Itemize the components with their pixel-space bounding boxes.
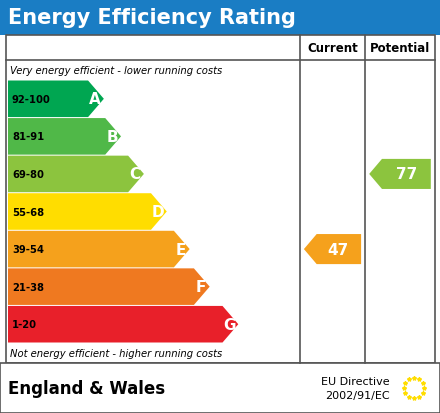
Text: D: D [152, 204, 165, 219]
Bar [0, 363, 440, 413]
Polygon shape [8, 119, 121, 155]
Text: 2002/91/EC: 2002/91/EC [325, 390, 390, 400]
Bar [6, 36, 435, 363]
Polygon shape [8, 269, 210, 305]
Text: Current: Current [307, 42, 358, 55]
Text: A: A [89, 92, 101, 107]
Polygon shape [8, 194, 167, 230]
Bar [0, 0, 440, 36]
Polygon shape [369, 159, 431, 190]
Text: England & Wales: England & Wales [8, 379, 165, 397]
Text: C: C [130, 167, 141, 182]
Text: EU Directive: EU Directive [321, 376, 390, 386]
Polygon shape [8, 231, 190, 268]
Text: 69-80: 69-80 [12, 169, 44, 180]
Text: 77: 77 [396, 167, 417, 182]
Text: 55-68: 55-68 [12, 207, 44, 217]
Text: F: F [196, 280, 206, 294]
Polygon shape [8, 306, 238, 343]
Text: Very energy efficient - lower running costs: Very energy efficient - lower running co… [10, 66, 222, 76]
Text: 1-20: 1-20 [12, 319, 37, 330]
Polygon shape [8, 156, 144, 193]
Polygon shape [304, 235, 361, 264]
Text: B: B [106, 130, 118, 145]
Text: G: G [224, 317, 236, 332]
Text: 21-38: 21-38 [12, 282, 44, 292]
Text: 47: 47 [328, 242, 349, 257]
Bar [395, 370, 433, 406]
Text: 39-54: 39-54 [12, 244, 44, 254]
Text: Energy Efficiency Rating: Energy Efficiency Rating [8, 8, 296, 28]
Text: 81-91: 81-91 [12, 132, 44, 142]
Polygon shape [8, 81, 104, 118]
Text: Potential: Potential [370, 42, 430, 55]
Text: 92-100: 92-100 [12, 95, 51, 104]
Text: E: E [176, 242, 186, 257]
Text: Not energy efficient - higher running costs: Not energy efficient - higher running co… [10, 348, 222, 358]
